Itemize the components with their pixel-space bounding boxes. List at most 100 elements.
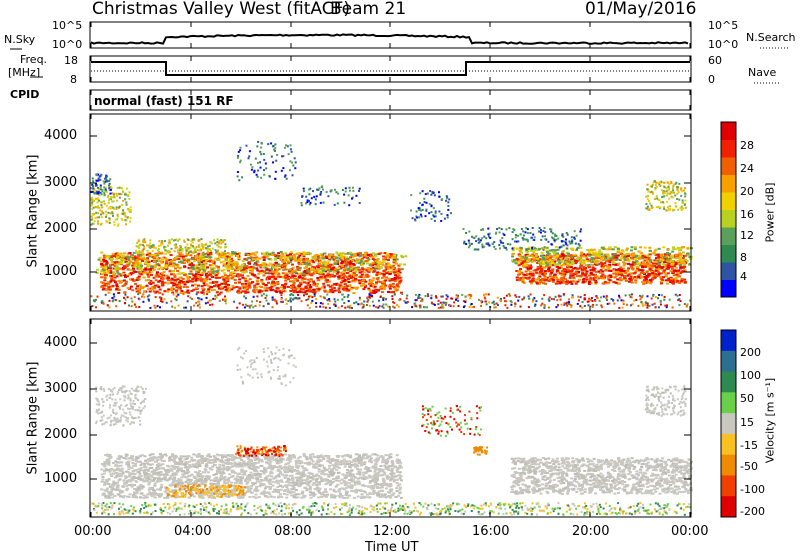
echo-cell [208,252,212,255]
echo-cell [640,269,644,272]
echo-cell [627,262,631,265]
echo-cell [381,277,385,280]
echo-cell [338,257,342,260]
echo-cell [648,304,651,307]
echo-cell [148,294,151,297]
echo-cell [253,263,256,266]
echo-cell [306,273,310,276]
echo-cell [210,250,212,252]
echo-cell [627,273,631,276]
echo-cell [358,271,362,274]
echo-cell [281,260,285,263]
echo-cell [112,293,115,296]
echo-cell [170,277,174,280]
echo-cell [565,266,569,268]
echo-cell [187,291,191,294]
echo-cell [243,258,247,261]
echo-cell [118,261,122,264]
echo-cell [359,254,363,257]
echo-cell [521,237,524,240]
echo-cell [306,268,310,271]
echo-cell [654,188,657,191]
echo-cell [319,271,323,274]
echo-cell [160,261,164,264]
echo-cell [424,193,427,196]
echo-cell [345,272,349,274]
echo-cell [298,281,302,284]
echo-cell [192,246,195,249]
echo-cell [219,261,223,264]
echo-cell [508,227,511,230]
echo-cell [113,221,116,224]
echo-cell [297,263,301,266]
echo-cell [150,245,153,247]
echo-cell [498,227,501,229]
echo-cell [526,240,529,243]
echo-cell [655,266,659,269]
echo-cell [169,263,173,266]
echo-cell [276,280,280,283]
echo-cell [588,297,591,300]
echo-cell [686,303,689,306]
echo-cell [299,259,303,262]
echo-cell [266,287,269,290]
echo-cell [248,150,251,153]
echo-cell [518,295,521,298]
echo-cell [311,256,315,258]
echo-cell [351,279,355,282]
echo-cell [677,191,680,194]
echo-cell [666,265,670,268]
echo-cell [529,282,533,285]
echo-cell [265,271,269,274]
echo-cell [293,275,297,278]
echo-cell [563,303,566,306]
echo-cell [230,266,234,269]
echo-cell [337,267,341,269]
echo-cell [457,299,460,302]
echo-cell [627,254,631,257]
echo-cell [678,252,682,255]
echo-cell [116,194,119,197]
echo-cell [580,263,584,266]
echo-cell [513,259,517,261]
echo-cell [645,278,648,281]
echo-cell [531,246,534,249]
echo-cell [195,255,198,257]
echo-cell [629,275,633,278]
echo-cell [284,272,288,275]
echo-cell [136,253,140,256]
echo-cell [544,231,547,234]
echo-cell [660,282,663,285]
echo-cell [121,187,123,190]
echo-cell [230,263,234,266]
echo-cell [179,245,182,247]
echo-cell [312,266,316,269]
echo-cell [139,271,142,274]
echo-cell [619,251,623,254]
echo-cell [166,282,170,285]
echo-cell [635,260,639,263]
echo-cell [218,241,220,244]
echo-cell [115,258,119,261]
echo-cell [108,184,110,187]
echo-cell [109,207,112,210]
echo-cell [150,260,154,262]
echo-cell [548,262,552,265]
velocity-ytick: 4000 [44,335,78,350]
echo-cell [594,282,598,285]
echo-cell [340,285,344,288]
echo-cell [276,264,280,266]
echo-cell [518,270,521,272]
echo-cell [423,201,426,204]
echo-cell [587,263,591,266]
echo-cell [186,278,190,281]
echo-cell [374,282,378,285]
echo-cell [216,252,220,255]
echo-cell [303,291,307,294]
echo-cell [675,205,678,208]
echo-cell [313,269,317,272]
echo-cell [677,299,680,301]
echo-cell [374,253,378,256]
echo-cell [660,181,663,184]
echo-cell [648,209,651,211]
